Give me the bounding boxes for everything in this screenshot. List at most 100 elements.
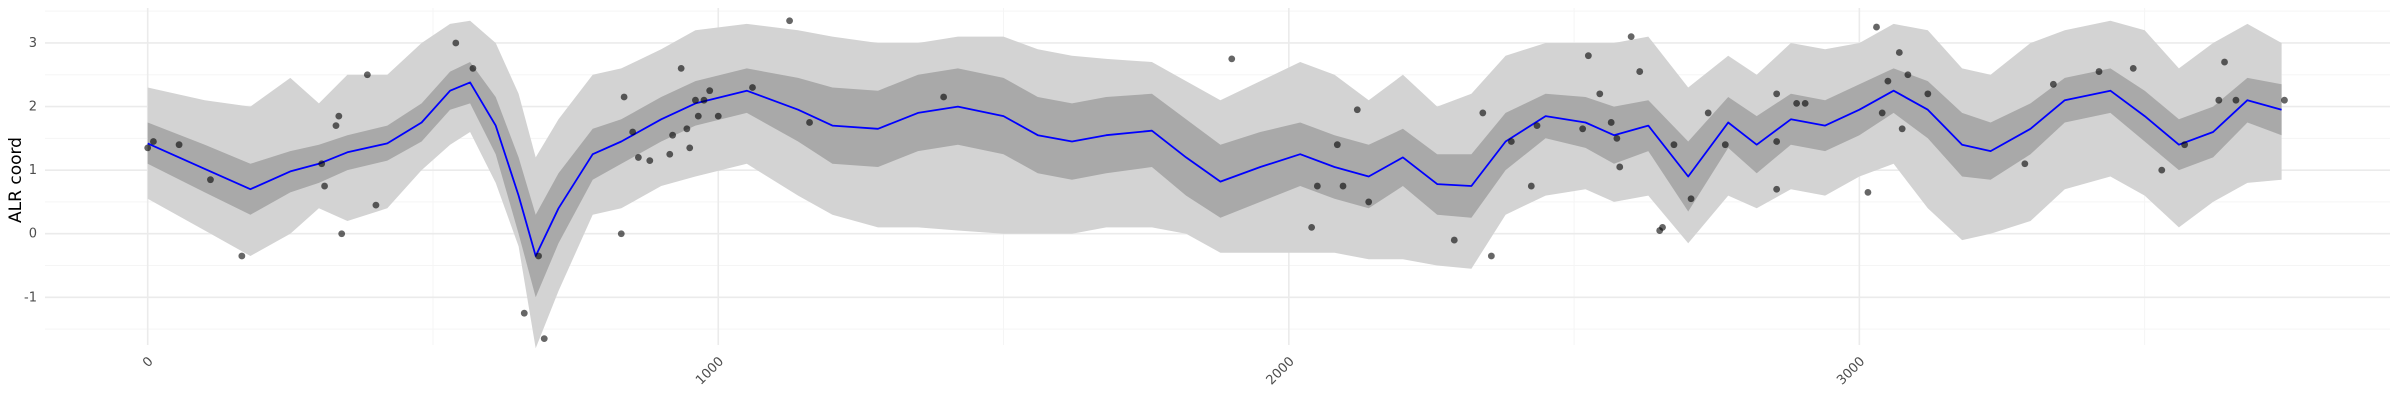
observation-point bbox=[1313, 182, 1321, 190]
observation-point bbox=[372, 201, 380, 209]
observation-point bbox=[1579, 125, 1587, 133]
observation-point bbox=[1308, 223, 1316, 231]
inner-credible-band bbox=[147, 62, 2282, 298]
y-tick-label: 2 bbox=[29, 100, 37, 115]
observation-point bbox=[1773, 90, 1781, 98]
observation-point bbox=[1687, 195, 1695, 203]
x-tick-label: 0 bbox=[140, 354, 156, 370]
x-axis-ticks: 0 1000 2000 3000 bbox=[140, 354, 1868, 388]
observation-points bbox=[144, 17, 2288, 343]
mean-line-layer bbox=[147, 81, 2282, 257]
x-tick-label: 2000 bbox=[1264, 354, 1298, 388]
observation-point bbox=[150, 138, 157, 145]
observation-point bbox=[686, 144, 694, 152]
x-tick-label: 1000 bbox=[693, 354, 727, 388]
observation-point bbox=[2158, 166, 2166, 174]
observation-point bbox=[1636, 68, 1644, 75]
observation-point bbox=[452, 39, 460, 47]
observation-point bbox=[1607, 119, 1615, 126]
y-tick-label: 0 bbox=[29, 227, 37, 242]
observation-point bbox=[2215, 96, 2223, 104]
observation-point bbox=[1616, 163, 1624, 171]
observation-point bbox=[1670, 141, 1678, 149]
observation-point bbox=[2232, 96, 2240, 104]
observation-point bbox=[1533, 122, 1541, 130]
observation-point bbox=[617, 230, 625, 238]
observation-point bbox=[1479, 109, 1487, 117]
observation-point bbox=[335, 112, 343, 120]
observation-point bbox=[749, 84, 756, 91]
observation-point bbox=[634, 154, 642, 161]
observation-point bbox=[1228, 55, 1236, 63]
observation-point bbox=[1898, 125, 1906, 133]
observation-point bbox=[1659, 223, 1666, 231]
observation-point bbox=[520, 309, 528, 317]
observation-point bbox=[1704, 109, 1712, 117]
observation-point bbox=[1353, 106, 1361, 114]
observation-point bbox=[363, 71, 371, 79]
y-axis-title: ALR coord bbox=[6, 137, 26, 223]
mean-line bbox=[147, 81, 2282, 257]
observation-point bbox=[629, 128, 637, 136]
y-tick-label: 3 bbox=[29, 36, 37, 51]
observation-point bbox=[2129, 65, 2137, 72]
observation-point bbox=[1365, 198, 1373, 206]
y-axis-ticks: -1 0 1 2 3 bbox=[24, 36, 37, 305]
observation-point bbox=[318, 160, 326, 168]
observation-point bbox=[692, 96, 699, 104]
observation-point bbox=[694, 112, 702, 120]
observation-point bbox=[469, 65, 477, 72]
observation-point bbox=[1773, 138, 1781, 145]
observation-point bbox=[1895, 49, 1903, 56]
y-tick-label: 1 bbox=[29, 163, 37, 178]
observation-point bbox=[1884, 77, 1892, 85]
observation-point bbox=[1596, 90, 1604, 98]
observation-point bbox=[620, 93, 628, 101]
observation-point bbox=[1339, 182, 1347, 190]
observation-point bbox=[1527, 182, 1535, 190]
observation-point bbox=[1613, 134, 1621, 142]
observation-point bbox=[1873, 23, 1880, 31]
observation-point bbox=[1793, 99, 1801, 107]
observation-point bbox=[2095, 68, 2103, 75]
observation-point bbox=[207, 176, 214, 184]
y-tick-label: -1 bbox=[24, 290, 37, 305]
observation-point bbox=[535, 252, 542, 260]
observation-point bbox=[2021, 160, 2029, 168]
x-tick-label: 3000 bbox=[1834, 354, 1868, 388]
observation-point bbox=[1584, 52, 1592, 60]
observation-point bbox=[2281, 96, 2288, 104]
observation-point bbox=[144, 144, 152, 152]
observation-point bbox=[1507, 138, 1515, 145]
observation-point bbox=[540, 335, 548, 343]
observation-point bbox=[1450, 236, 1458, 244]
observation-point bbox=[786, 17, 793, 25]
observation-point bbox=[706, 87, 714, 95]
observation-point bbox=[1773, 185, 1781, 193]
observation-point bbox=[321, 182, 328, 190]
observation-point bbox=[683, 125, 691, 133]
observation-point bbox=[1878, 109, 1886, 117]
observation-point bbox=[1904, 71, 1912, 79]
observation-point bbox=[940, 93, 948, 101]
observation-point bbox=[666, 150, 674, 158]
observation-point bbox=[677, 65, 685, 72]
observation-point bbox=[1487, 252, 1495, 260]
observation-point bbox=[332, 122, 340, 130]
observation-point bbox=[1721, 141, 1729, 149]
observation-point bbox=[338, 230, 346, 238]
observation-point bbox=[646, 157, 654, 165]
observation-point bbox=[806, 119, 813, 126]
observation-point bbox=[669, 131, 677, 139]
observation-point bbox=[238, 252, 246, 260]
observation-point bbox=[2049, 80, 2057, 88]
observation-point bbox=[1801, 99, 1809, 107]
observation-point bbox=[2221, 58, 2228, 66]
observation-point bbox=[175, 141, 183, 149]
observation-point bbox=[1924, 90, 1932, 98]
observation-point bbox=[1333, 141, 1341, 149]
confidence-bands bbox=[147, 20, 2282, 349]
observation-point bbox=[1864, 188, 1872, 196]
observation-point bbox=[1627, 33, 1635, 41]
